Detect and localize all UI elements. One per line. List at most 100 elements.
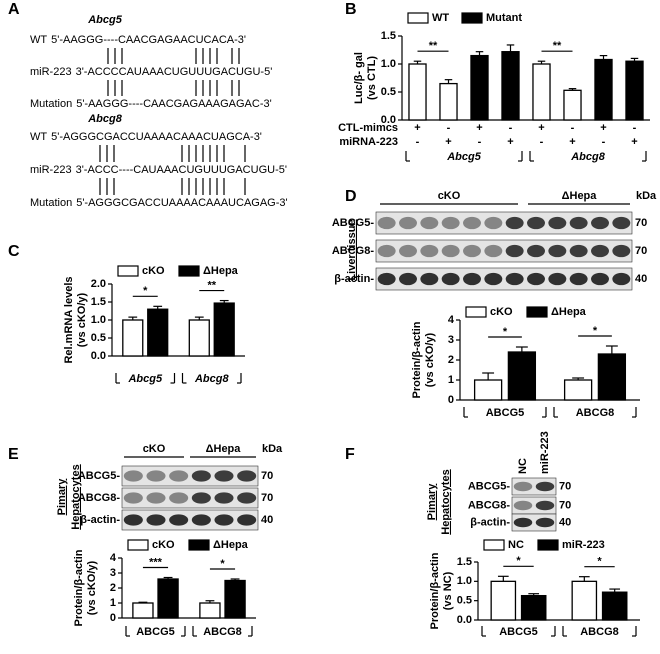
bar: [213, 302, 235, 357]
blot-band: [441, 272, 460, 286]
sequence: 5'-AAGGG----CAACGAGAACUCACA-3': [51, 34, 246, 46]
row-mark: +: [538, 122, 544, 134]
blot-kda: 70: [635, 217, 647, 229]
group-label: ABCG5: [136, 626, 175, 638]
group-label: ABCG8: [576, 407, 615, 419]
blot-column-label: miR-223: [539, 431, 551, 474]
blot-band: [237, 470, 257, 482]
row-mark: -: [447, 122, 451, 134]
legend-label: ΔHepa: [551, 306, 587, 318]
legend-label: Mutant: [486, 12, 522, 24]
legend-swatch: [465, 306, 487, 318]
blot-band: [377, 272, 396, 286]
blot-band: [146, 492, 166, 504]
bar: [132, 602, 154, 619]
legend-swatch: [117, 265, 139, 277]
blot-unit: kDa: [262, 443, 283, 455]
y-tick-label: 0: [448, 394, 454, 406]
sequence-line: WT 5'-AAGGG----CAACGAGAACUCACA-3': [30, 34, 246, 46]
bar: [408, 63, 427, 121]
group-label: ABCG5: [499, 626, 538, 638]
blot-row-label: ABCG8-: [332, 245, 375, 257]
blot-row-label: β-actin-: [80, 514, 120, 526]
sequence: 5'-AGGGCGACCUAAAACAAAUCAGAG-3': [76, 197, 287, 209]
blot-kda: 40: [635, 273, 647, 285]
y-tick-label: 1: [448, 374, 454, 386]
blot-band: [399, 272, 417, 286]
bar: [147, 308, 169, 357]
bar: [473, 379, 503, 401]
blot-side-label: Liver tissue: [346, 219, 358, 280]
panel-label: A: [8, 1, 20, 18]
significance-label: *: [220, 558, 225, 570]
sequence: 5'-AAGGG----CAACGAGAAAGAGAC-3': [76, 98, 272, 110]
y-axis-label: Protein/β-actin: [411, 321, 423, 398]
sequence-line: miR-223 3'-ACCCCAUAAACUGUUUGACUGU-5': [30, 66, 272, 78]
blot-band: [377, 244, 396, 258]
y-tick-label: 0.0: [457, 614, 472, 626]
bar: [224, 579, 246, 619]
blot-side-label: Hepatocytes: [70, 464, 82, 529]
blot-band: [399, 216, 417, 230]
blot-row-label: ABCG8-: [468, 499, 511, 511]
blot-row-label: β-actin-: [470, 516, 510, 528]
blot-band: [513, 517, 533, 528]
y-tick-label: 4: [448, 314, 455, 326]
row-label: miRNA-223: [339, 136, 398, 148]
bar: [563, 89, 582, 121]
legend-label: ΔHepa: [213, 539, 249, 551]
blot-band: [191, 514, 211, 526]
blot-band: [612, 272, 631, 286]
significance-label: ***: [149, 556, 163, 568]
blot-kda: 70: [559, 480, 571, 492]
gene-name: Abcg8: [87, 113, 123, 125]
sequence-line: Mutation 5'-AAGGG----CAACGAGAAAGAGAC-3': [30, 98, 272, 110]
blot-row-label: ABCG5-: [468, 480, 511, 492]
y-axis-label: (vs NC): [442, 571, 454, 610]
blot-side-label: Pimary: [56, 478, 68, 516]
significance-label: **: [553, 40, 562, 52]
blot-band: [169, 492, 189, 504]
blot-band: [214, 470, 234, 482]
sequence-name: Mutation: [30, 197, 72, 209]
legend-swatch: [188, 539, 210, 551]
blot-band: [237, 492, 257, 504]
blot-band: [123, 470, 143, 482]
blot-band: [484, 272, 503, 286]
y-tick-label: 1.0: [381, 58, 396, 70]
blot-band: [527, 244, 545, 258]
sequence-name: Mutation: [30, 98, 72, 110]
blot-column-label: ΔHepa: [562, 190, 598, 202]
blot-side-label: Hepatocytes: [440, 469, 452, 534]
significance-label: *: [593, 325, 598, 337]
legend-swatch: [178, 265, 200, 277]
blot-band: [420, 216, 439, 230]
significance-label: *: [503, 326, 508, 338]
bar: [532, 63, 551, 121]
blot-kda: 70: [261, 470, 273, 482]
y-axis-label: (vs cKO/y): [86, 560, 98, 615]
blot-band: [591, 244, 609, 258]
bar: [571, 580, 598, 621]
y-tick-label: 1.5: [457, 556, 472, 568]
blot-kda: 70: [559, 499, 571, 511]
blot-side-label: Pimary: [426, 483, 438, 521]
significance-label: **: [207, 279, 216, 291]
blot-band: [513, 500, 533, 511]
bar: [625, 60, 644, 121]
bar: [501, 51, 520, 121]
blot-band: [463, 216, 481, 230]
blot-band: [169, 514, 189, 526]
row-label: CTL-mimcs: [338, 122, 398, 134]
legend-label: cKO: [142, 265, 165, 277]
row-mark: -: [509, 122, 513, 134]
y-tick-label: 3: [448, 334, 454, 346]
y-axis-label: Protein/β-actin: [73, 549, 85, 626]
group-label: Abcg5: [127, 373, 163, 385]
blot-band: [569, 244, 588, 258]
y-tick-label: 0.0: [381, 114, 396, 126]
row-mark: +: [445, 136, 451, 148]
y-tick-label: 0.5: [381, 86, 396, 98]
blot-strip: [375, 267, 633, 291]
blot-band: [420, 272, 439, 286]
